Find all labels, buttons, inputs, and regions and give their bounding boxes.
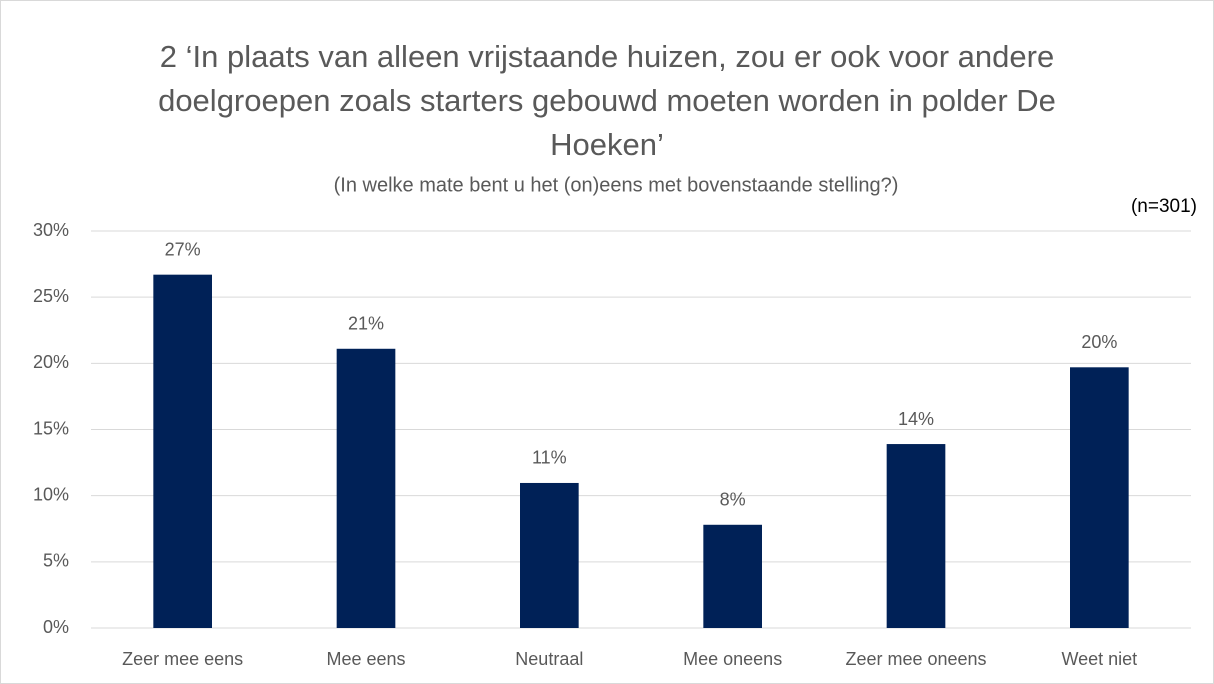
y-tick-label: 25% [33,286,69,306]
value-label: 8% [720,490,746,510]
bar [520,482,579,628]
x-tick-label: Mee oneens [683,649,782,669]
y-tick-label: 5% [43,551,69,571]
value-label: 27% [165,239,201,259]
chart-title: 2 ‘In plaats van alleen vrijstaande huiz… [158,39,1056,162]
y-tick-label: 20% [33,352,69,372]
y-tick-label: 0% [43,617,69,637]
y-tick-label: 15% [33,418,69,438]
subtitle: (In welke mate bent u het (on)eens met b… [334,174,899,196]
y-tick-label: 10% [33,484,69,504]
y-tick-label: 30% [33,220,69,240]
bar [336,348,396,628]
x-tick-label: Weet niet [1061,649,1137,669]
value-label: 21% [348,314,384,334]
bar [153,274,212,628]
x-tick-label: Neutraal [515,649,583,669]
value-label: 14% [898,409,934,429]
value-label: 20% [1081,332,1117,352]
value-label: 11% [532,448,567,468]
x-tick-label: Zeer mee oneens [845,649,986,669]
bar [703,524,762,628]
chart-title-box: 2 ‘In plaats van alleen vrijstaande huiz… [1,35,1213,167]
bar [1070,367,1129,628]
bar [886,444,946,628]
x-tick-label: Mee eens [326,649,405,669]
annotation: (n=301) [1131,196,1197,217]
x-tick-label: Zeer mee eens [122,649,243,669]
